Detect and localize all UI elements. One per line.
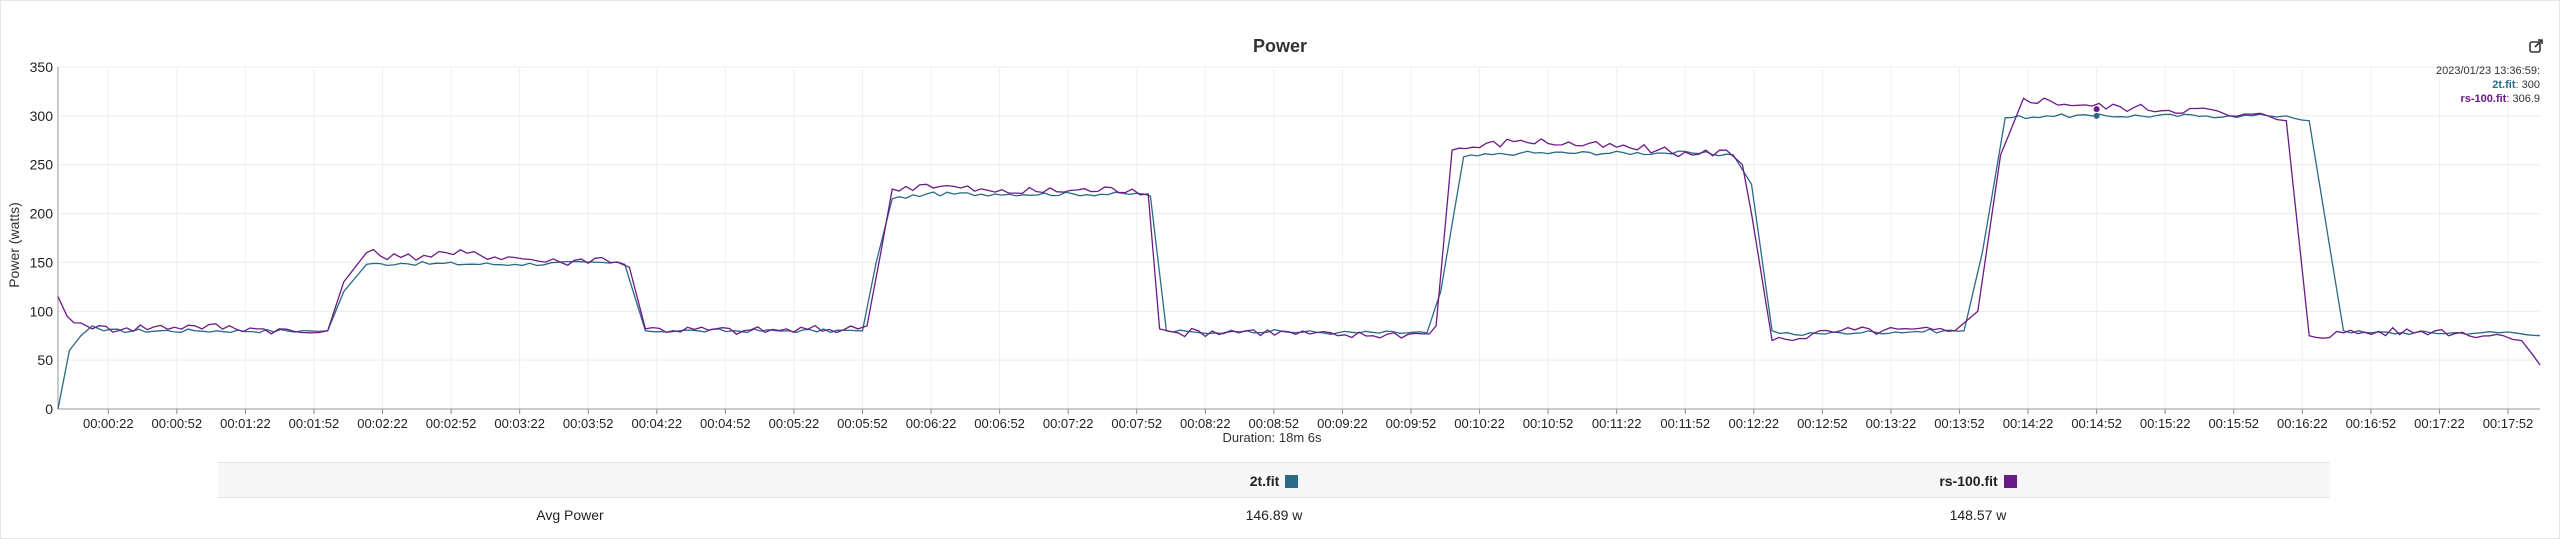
axes bbox=[57, 67, 2540, 410]
stats-value: 146.89 w bbox=[1245, 507, 1303, 523]
x-tick-label: 00:07:22 bbox=[1043, 416, 1094, 431]
x-tick-label: 00:14:52 bbox=[2071, 416, 2122, 431]
y-tick-label: 350 bbox=[30, 59, 54, 75]
chart-title: Power bbox=[1252, 36, 1308, 56]
hover-point-rs-100 bbox=[2093, 106, 2100, 113]
x-tick-label: 00:17:52 bbox=[2483, 416, 2534, 431]
x-tick-label: 00:17:22 bbox=[2414, 416, 2465, 431]
stats-column-header: 2t.fit bbox=[922, 473, 1626, 489]
x-tick-label: 00:00:22 bbox=[83, 416, 134, 431]
tooltip-series-name: 2t.fit bbox=[2492, 79, 2516, 91]
stats-table: 2t.fit rs-100.fit Avg Power 146.89 w 148… bbox=[218, 462, 2330, 530]
y-tick-label: 300 bbox=[30, 108, 54, 124]
x-tick-label: 00:03:52 bbox=[563, 416, 614, 431]
x-tick-label: 00:10:52 bbox=[1523, 416, 1574, 431]
x-tick-label: 00:09:52 bbox=[1386, 416, 1437, 431]
y-tick-label: 150 bbox=[30, 254, 54, 270]
x-tick-label: 00:16:52 bbox=[2346, 416, 2397, 431]
x-tick-label: 00:04:52 bbox=[700, 416, 751, 431]
x-tick-label: 00:03:22 bbox=[494, 416, 545, 431]
y-tick-label: 200 bbox=[30, 206, 54, 222]
tooltip-series-value: 300 bbox=[2521, 79, 2540, 91]
x-tick-label: 00:16:22 bbox=[2277, 416, 2328, 431]
y-axis-ticks: 0 50 100 150 200 250 300 350 bbox=[30, 59, 54, 417]
x-tick-label: 00:14:22 bbox=[2003, 416, 2054, 431]
x-tick-label: 00:04:22 bbox=[631, 416, 682, 431]
x-tick-label: 00:13:22 bbox=[1866, 416, 1917, 431]
stats-row-avg-power: Avg Power 146.89 w 148.57 w bbox=[218, 498, 2330, 530]
y-tick-label: 50 bbox=[37, 352, 53, 368]
tooltip-series-name: rs-100.fit bbox=[2460, 93, 2507, 105]
tooltip-timestamp: 2023/01/23 13:36:59: bbox=[2436, 65, 2540, 77]
grid-lines bbox=[58, 66, 2540, 410]
x-tick-label: 00:02:22 bbox=[357, 416, 408, 431]
tooltip-series-value: 306.9 bbox=[2512, 93, 2540, 105]
x-tick-label: 00:11:52 bbox=[1660, 416, 1710, 431]
column-name: rs-100.fit bbox=[1939, 473, 1998, 489]
series-lines bbox=[57, 97, 2541, 410]
x-tick-label: 00:12:22 bbox=[1729, 416, 1780, 431]
hover-markers bbox=[2093, 106, 2100, 119]
x-tick-label: 00:01:22 bbox=[220, 416, 271, 431]
x-tick-label: 00:07:52 bbox=[1111, 416, 1162, 431]
hover-tooltip: 2023/01/23 13:36:59: 2t.fit: 300 rs-100.… bbox=[2436, 64, 2540, 106]
y-tick-label: 0 bbox=[45, 401, 53, 417]
x-tick-label: 00:06:52 bbox=[974, 416, 1025, 431]
stats-column-header: rs-100.fit bbox=[1626, 473, 2330, 489]
series-line-rs-100-fit bbox=[57, 97, 2541, 366]
tooltip-entry: 2t.fit: 300 bbox=[2492, 79, 2540, 91]
y-tick-label: 250 bbox=[30, 157, 54, 173]
x-tick-label: 00:06:22 bbox=[906, 416, 957, 431]
x-tick-label: 00:10:22 bbox=[1454, 416, 1505, 431]
x-tick-label: 00:13:52 bbox=[1934, 416, 1985, 431]
series-line-2t-fit bbox=[57, 113, 2541, 410]
y-tick-label: 100 bbox=[30, 303, 54, 319]
x-tick-label: 00:01:52 bbox=[289, 416, 340, 431]
series-color-swatch bbox=[1285, 475, 1299, 488]
x-tick-label: 00:15:22 bbox=[2140, 416, 2191, 431]
x-tick-label: 00:15:52 bbox=[2208, 416, 2259, 431]
x-axis-ticks: 00:00:22 00:00:52 00:01:22 00:01:52 00:02:22… bbox=[83, 409, 2533, 431]
stats-value: 148.57 w bbox=[1949, 507, 2007, 523]
x-tick-label: 00:09:22 bbox=[1317, 416, 1368, 431]
x-tick-label: 00:11:22 bbox=[1592, 416, 1642, 431]
stats-row-label: Avg Power bbox=[536, 507, 604, 523]
y-axis-label: Power (watts) bbox=[6, 202, 22, 288]
stats-header-row: 2t.fit rs-100.fit bbox=[218, 462, 2330, 498]
x-tick-label: 00:00:52 bbox=[152, 416, 203, 431]
hover-point-2t bbox=[2093, 112, 2100, 119]
x-tick-label: 00:05:22 bbox=[769, 416, 820, 431]
x-tick-label: 00:08:52 bbox=[1249, 416, 1300, 431]
column-name: 2t.fit bbox=[1249, 473, 1280, 489]
x-axis-label: Duration: 18m 6s bbox=[1223, 430, 1322, 445]
export-icon[interactable] bbox=[2528, 38, 2544, 54]
x-tick-label: 00:12:52 bbox=[1797, 416, 1848, 431]
x-tick-label: 00:05:52 bbox=[837, 416, 888, 431]
tooltip-entry: rs-100.fit: 306.9 bbox=[2460, 93, 2540, 105]
x-tick-label: 00:02:52 bbox=[426, 416, 477, 431]
series-color-swatch bbox=[2003, 475, 2017, 488]
x-tick-label: 00:08:22 bbox=[1180, 416, 1231, 431]
